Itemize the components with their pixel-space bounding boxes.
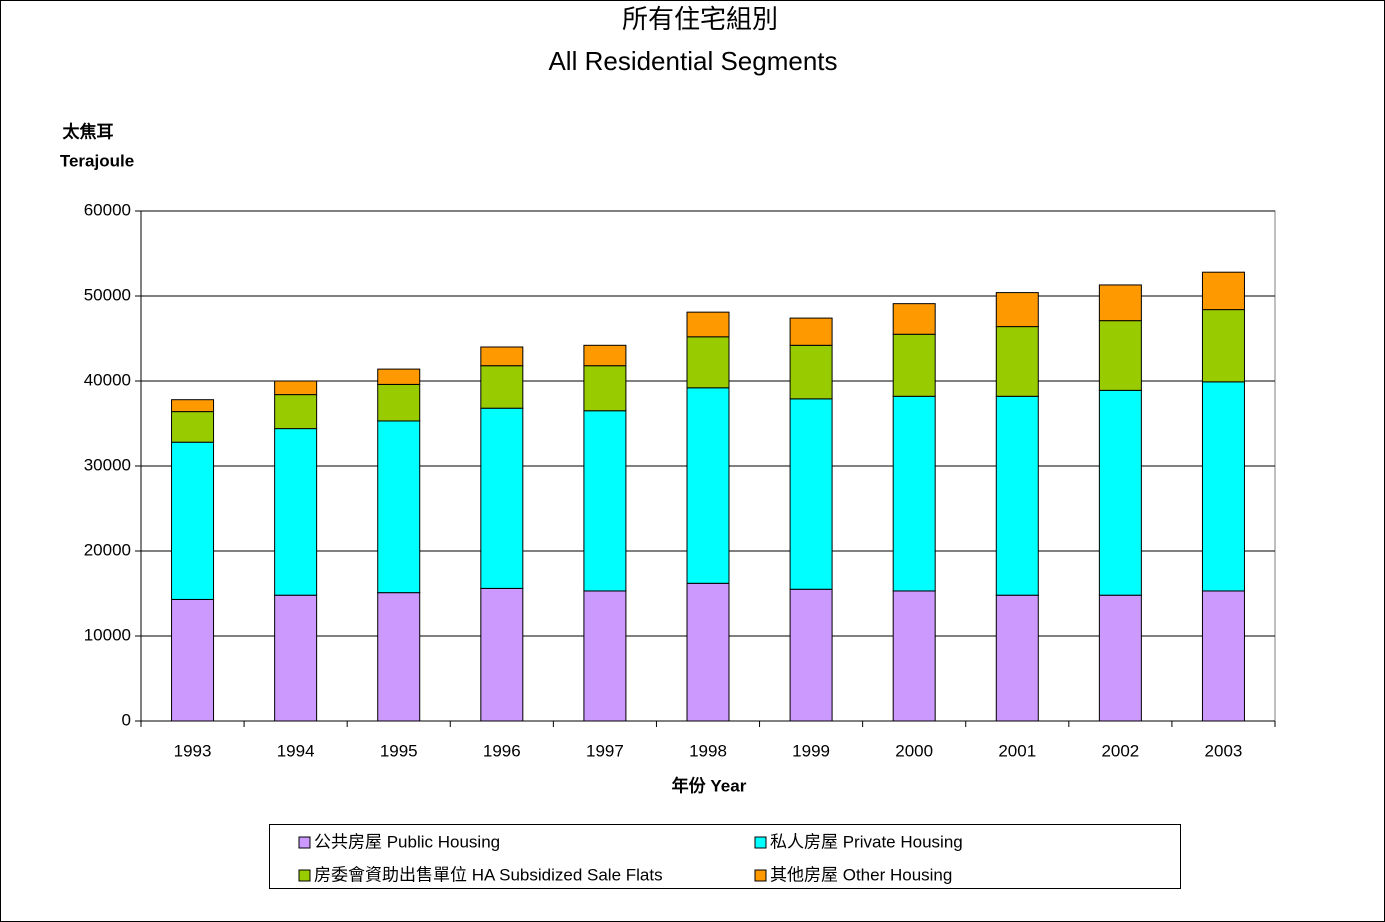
y-tick-label: 20000 (84, 540, 131, 559)
bar-segment (583, 365, 627, 412)
bar-segment (686, 336, 730, 389)
bar-segment (892, 303, 936, 335)
x-tick-label: 2003 (1205, 741, 1243, 760)
bar-segment (995, 594, 1039, 722)
bar-segment (583, 410, 627, 592)
bar-segment (274, 594, 318, 722)
bar-segment (1201, 271, 1245, 311)
legend-swatch (298, 869, 311, 882)
bar-segment (171, 598, 215, 722)
bar-segment (1201, 590, 1245, 722)
legend-label: 私人房屋 Private Housing (770, 832, 963, 851)
bar-segment (1201, 381, 1245, 592)
bar-segment (171, 441, 215, 600)
bar-segment (171, 411, 215, 443)
bar-segment (686, 582, 730, 722)
bar-segment (789, 588, 833, 722)
y-tick-label: 50000 (84, 285, 131, 304)
x-tick-label: 2002 (1101, 741, 1139, 760)
bar-segment (892, 590, 936, 722)
y-tick-label: 0 (122, 710, 131, 729)
bar-segment (892, 395, 936, 592)
y-axis-label: 太焦耳 (63, 121, 114, 141)
bar-segment (686, 311, 730, 338)
bar-segment (377, 592, 421, 722)
x-tick-label: 2000 (895, 741, 933, 760)
bar-segment (274, 380, 318, 396)
y-tick-label: 10000 (84, 625, 131, 644)
bar-segment (789, 398, 833, 590)
bar-segment (274, 394, 318, 430)
legend-swatch (298, 836, 311, 849)
bar-segment (1201, 309, 1245, 383)
y-tick-label: 60000 (84, 200, 131, 219)
y-tick-label: 40000 (84, 370, 131, 389)
bar-segment (377, 383, 421, 422)
bar-segment (480, 346, 524, 367)
bar-segment (995, 326, 1039, 397)
bar-segment (1098, 594, 1142, 722)
legend-label: 公共房屋 Public Housing (314, 832, 500, 851)
bar-segment (171, 399, 215, 413)
bar-segment (274, 428, 318, 596)
x-tick-label: 1999 (792, 741, 830, 760)
bar-segment (1098, 320, 1142, 391)
x-tick-label: 2001 (998, 741, 1036, 760)
bar-segment (583, 590, 627, 722)
bar-segment (789, 344, 833, 400)
x-tick-label: 1998 (689, 741, 727, 760)
legend-swatch (754, 836, 767, 849)
bar-segment (480, 587, 524, 722)
bar-segment (892, 333, 936, 397)
bar-segment (995, 292, 1039, 328)
bar-segment (1098, 284, 1142, 322)
legend-label: 房委會資助出售單位 HA Subsidized Sale Flats (314, 865, 663, 884)
bar-segment (995, 395, 1039, 596)
y-tick-label: 30000 (84, 455, 131, 474)
bar-segment (1098, 389, 1142, 596)
y-axis-label: Terajoule (60, 151, 134, 170)
bar-segment (686, 387, 730, 584)
x-tick-label: 1994 (277, 741, 315, 760)
bar-segment (583, 344, 627, 367)
x-axis-label: 年份 Year (672, 775, 747, 795)
x-tick-label: 1997 (586, 741, 624, 760)
legend-swatch (754, 869, 767, 882)
legend (269, 824, 1181, 889)
legend-label: 其他房屋 Other Housing (770, 865, 952, 884)
x-tick-label: 1995 (380, 741, 418, 760)
chart-title: 所有住宅組別 (622, 4, 778, 34)
x-tick-label: 1996 (483, 741, 521, 760)
x-tick-label: 1993 (174, 741, 212, 760)
bar-segment (789, 317, 833, 346)
bar-segment (377, 368, 421, 385)
bar-segment (480, 407, 524, 589)
chart-subtitle: All Residential Segments (548, 46, 837, 76)
bar-segment (377, 420, 421, 594)
bar-segment (480, 365, 524, 409)
